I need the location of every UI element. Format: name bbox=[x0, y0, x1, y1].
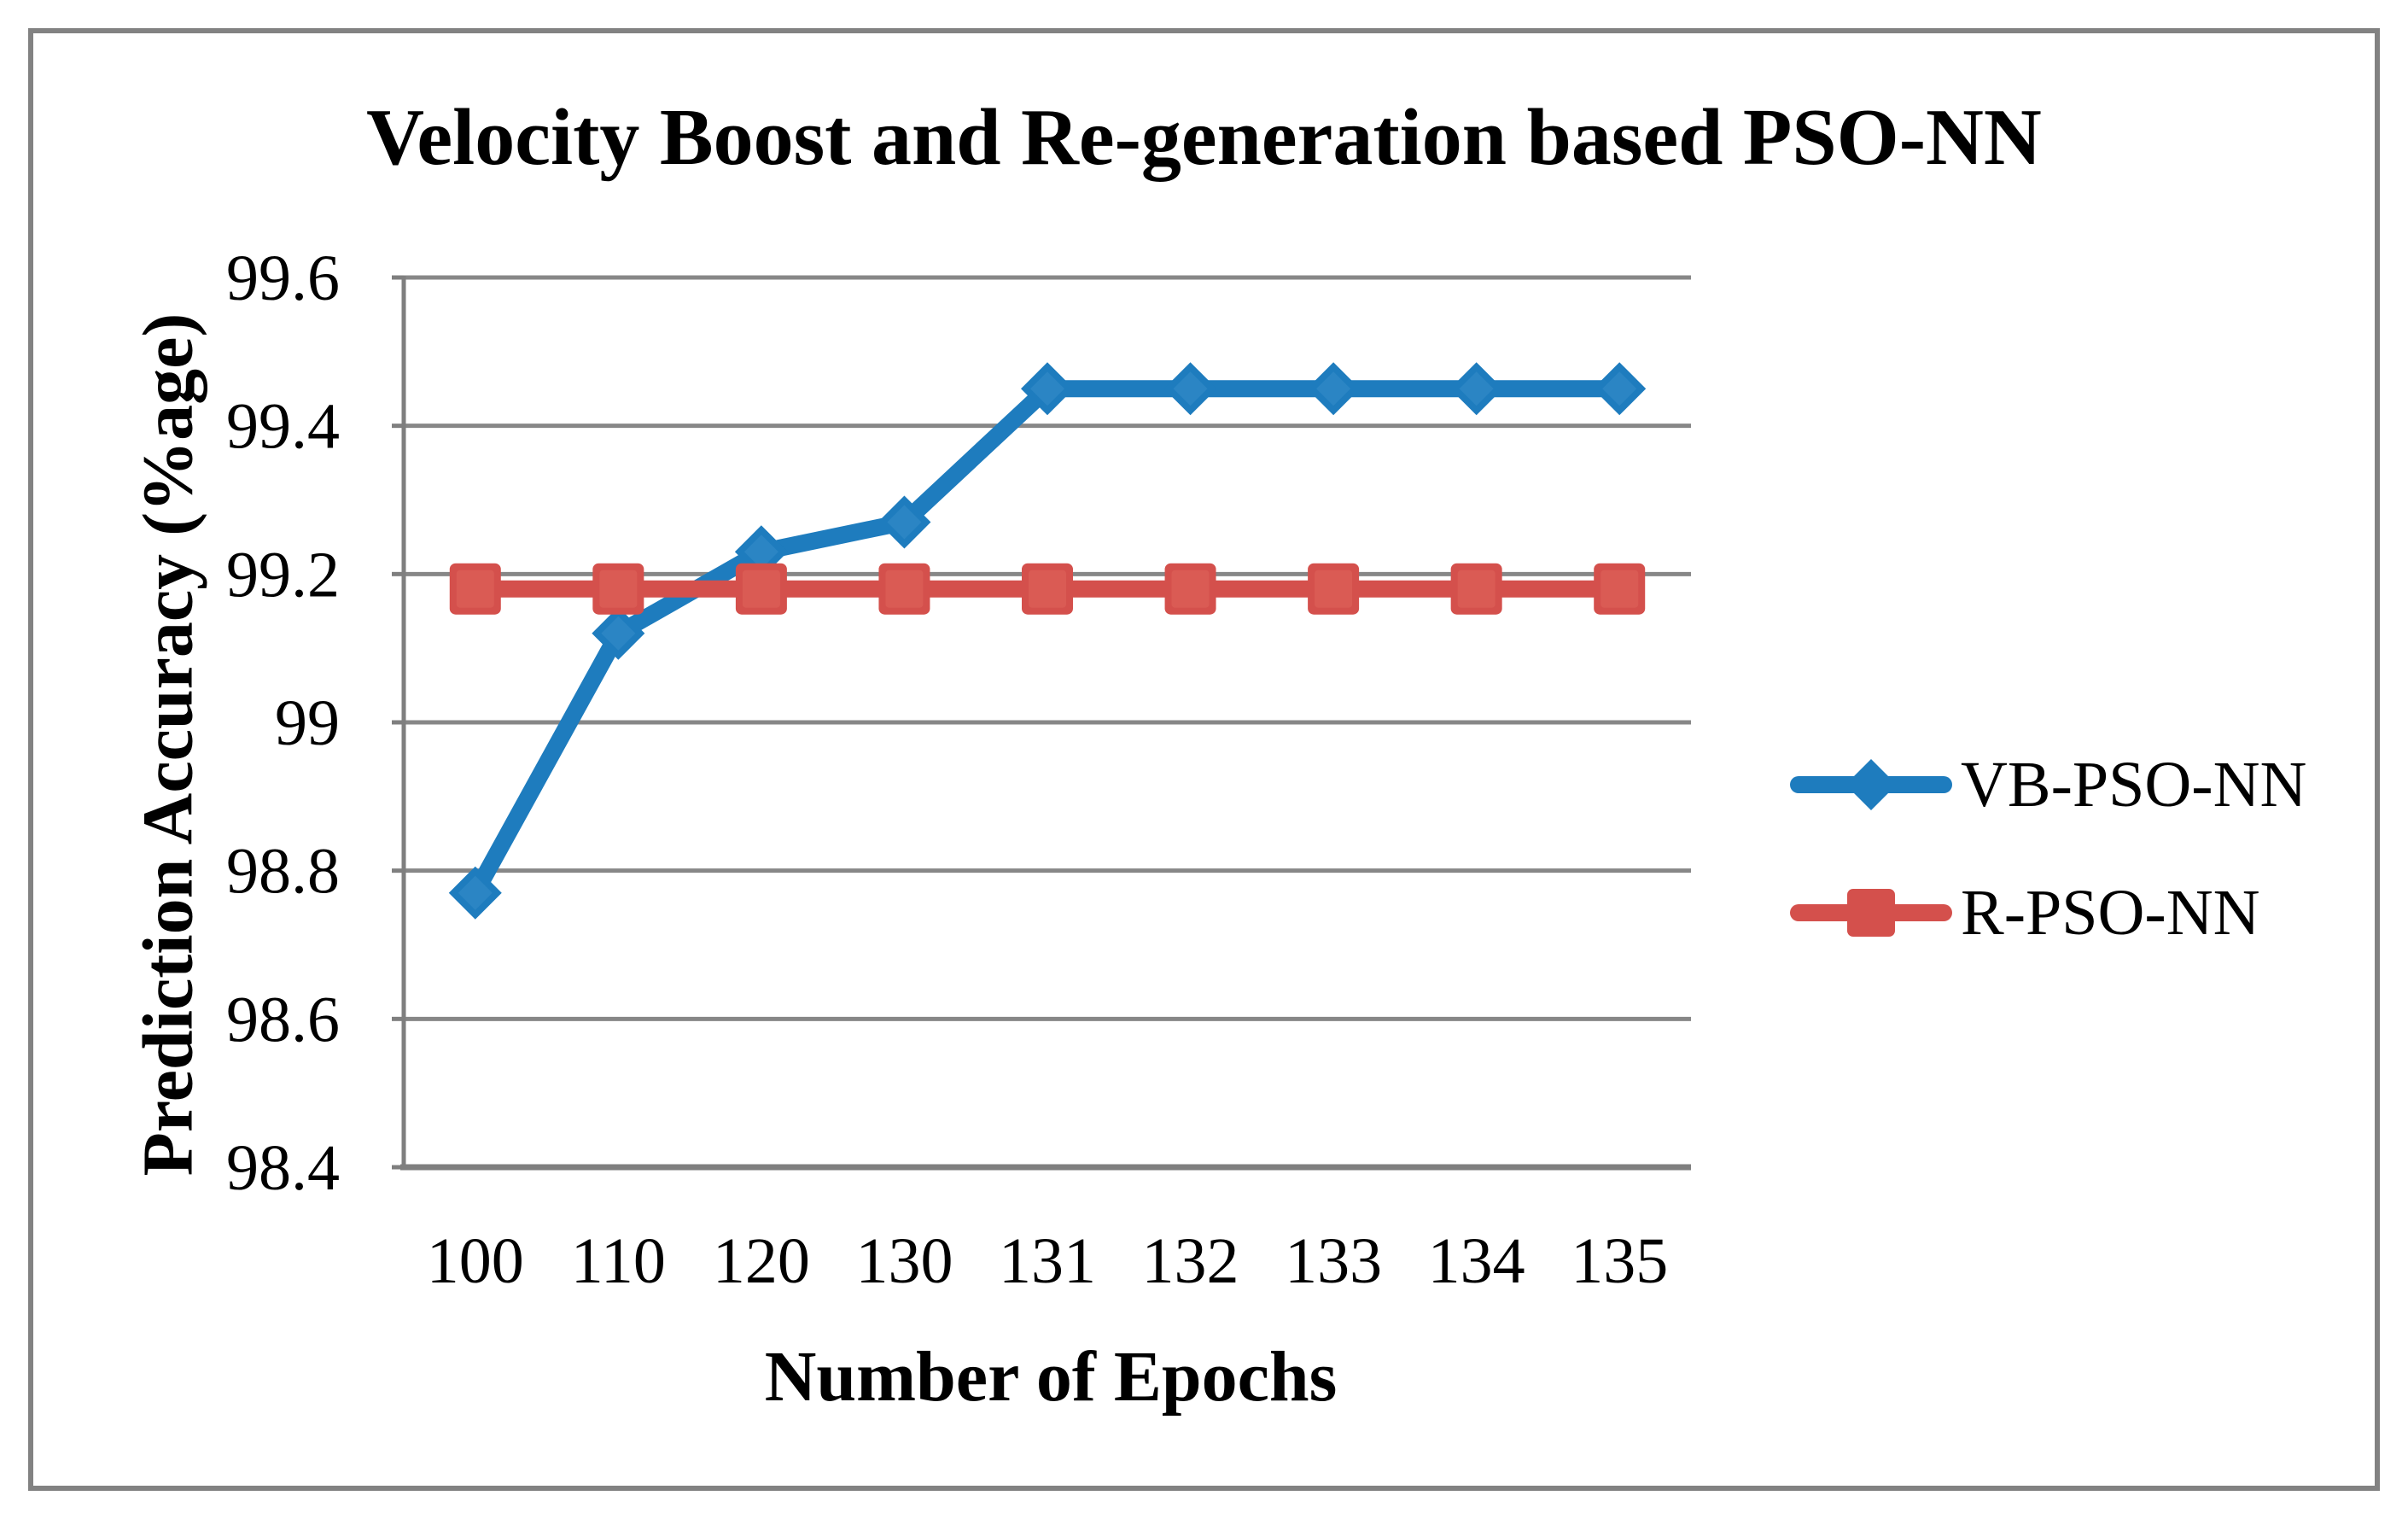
diamond-marker-inner bbox=[1602, 371, 1637, 406]
series-r-pso-nn bbox=[449, 563, 1646, 615]
legend-entry-vb-pso-nn: VB-PSO-NN bbox=[1790, 749, 2306, 821]
diamond-marker-inner bbox=[601, 616, 636, 651]
square-marker-inner bbox=[1457, 570, 1496, 608]
series-line bbox=[468, 380, 1620, 897]
square-marker-inner bbox=[1315, 570, 1353, 608]
x-tick-label: 134 bbox=[1428, 1225, 1525, 1297]
diamond-marker-inner bbox=[1030, 371, 1064, 406]
x-tick-label: 110 bbox=[571, 1225, 666, 1297]
diamond-marker-inner bbox=[1316, 371, 1351, 406]
chart-outer-border bbox=[28, 28, 2380, 1491]
square-marker-inner bbox=[1029, 570, 1066, 608]
x-axis-title: Number of Epochs bbox=[764, 1337, 1338, 1417]
y-tick-label: 98.8 bbox=[226, 836, 340, 908]
y-tick-label: 99 bbox=[275, 687, 340, 759]
y-tick-label: 98.4 bbox=[226, 1132, 340, 1204]
diamond-marker-inner bbox=[1459, 371, 1494, 406]
y-tick-label: 99.4 bbox=[226, 391, 340, 463]
square-marker-inner bbox=[742, 570, 780, 608]
x-tick-label: 132 bbox=[1142, 1225, 1239, 1297]
square-marker-inner bbox=[456, 570, 494, 608]
x-tick-label: 100 bbox=[427, 1225, 524, 1297]
x-tick-label: 130 bbox=[855, 1225, 953, 1297]
x-tick-label: 135 bbox=[1571, 1225, 1668, 1297]
x-tick-label: 131 bbox=[999, 1225, 1096, 1297]
r-series-line-square-icon bbox=[1790, 889, 1952, 937]
y-tick-label: 98.6 bbox=[226, 984, 340, 1055]
series-vb-pso-nn bbox=[448, 362, 1647, 920]
x-tick-label: 133 bbox=[1285, 1225, 1382, 1297]
x-tick-label: 120 bbox=[713, 1225, 810, 1297]
square-marker-inner bbox=[1600, 570, 1639, 608]
y-tick-label: 99.6 bbox=[226, 242, 340, 314]
square-marker-inner bbox=[885, 570, 924, 608]
diamond-marker-inner bbox=[743, 535, 778, 570]
vb-series-line-diamond-icon bbox=[1790, 759, 1952, 810]
diamond-marker-inner bbox=[458, 875, 493, 910]
diamond-marker-inner bbox=[1173, 371, 1208, 406]
legend: VB-PSO-NN R-PSO-NN bbox=[1790, 749, 2306, 949]
y-tick-label: 99.2 bbox=[226, 539, 340, 611]
chart-title: Velocity Boost and Re-generation based P… bbox=[366, 93, 2042, 182]
square-marker-inner bbox=[1171, 570, 1210, 608]
square-marker-inner bbox=[599, 570, 638, 608]
diamond-marker-inner bbox=[887, 505, 922, 540]
gridlines bbox=[404, 275, 1691, 1170]
legend-label-vb-pso-nn: VB-PSO-NN bbox=[1961, 748, 2307, 821]
legend-label-r-pso-nn: R-PSO-NN bbox=[1961, 876, 2260, 949]
legend-entry-r-pso-nn: R-PSO-NN bbox=[1790, 877, 2306, 949]
